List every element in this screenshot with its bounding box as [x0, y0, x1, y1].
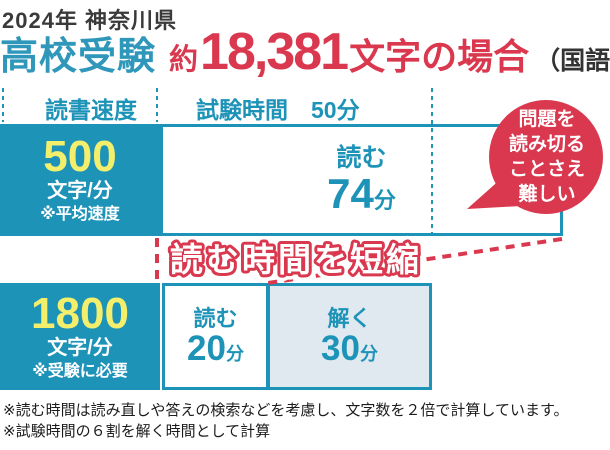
solve-minutes-required: 30 分	[321, 331, 378, 366]
speed-cell-required: 1800 文字/分 ※受験に必要	[0, 283, 160, 390]
footnote-1: ※読む時間は読み直しや答えの検索などを考慮し、文字数を２倍で計算しています。	[3, 402, 569, 419]
required-speed-note: ※受験に必要	[32, 362, 128, 380]
reading-time-bar-average: 読む 74 分	[160, 124, 563, 236]
read-time-box: 読む 20 分	[162, 283, 269, 390]
required-speed-unit: 文字/分	[47, 336, 113, 359]
banner-halo: 読む時間を短縮	[170, 241, 422, 278]
header-exam-time: 試験時間 50分	[196, 97, 360, 123]
required-speed-value: 1800	[31, 288, 129, 338]
read-minutes-value: 74	[327, 169, 374, 217]
solve-minutes-unit: 分	[359, 344, 378, 365]
read-minutes-unit: 分	[373, 187, 396, 213]
solve-label: 解く	[327, 305, 372, 331]
title-char-count: 18,381	[200, 23, 349, 81]
read-label: 読む	[193, 305, 238, 331]
title-case-label: 文字の場合	[349, 36, 530, 77]
solve-minutes-value: 30	[321, 329, 360, 369]
read-minutes-value: 20	[187, 329, 226, 369]
header-speed-column: 読書速度	[45, 97, 137, 123]
read-action-label: 読む	[336, 144, 387, 173]
average-speed-value: 500	[43, 132, 117, 182]
read-minutes-average: 74 分	[327, 169, 396, 217]
title-main: 高校受験 約 18,381 文字の場合 （国語	[0, 22, 610, 82]
average-speed-unit: 文字/分	[47, 180, 113, 203]
title-year-region: 2024年 神奈川県	[2, 8, 178, 33]
callout-dashed-line-diagonal	[267, 237, 563, 285]
read-minutes-required: 20 分	[187, 331, 244, 366]
solve-time-box: 解く 30 分	[267, 283, 432, 390]
footnotes: ※読む時間は読み直しや答えの検索などを考慮し、文字数を２倍で計算しています。 ※…	[3, 400, 568, 442]
title-approx-label: 約	[169, 44, 199, 76]
speed-cell-average: 500 文字/分 ※平均速度	[0, 124, 160, 236]
banner-outline: 読む時間を短縮	[170, 241, 422, 278]
title-exam-type: 高校受験	[0, 36, 157, 78]
banner-shorten-label: 読む時間を短縮	[170, 241, 422, 278]
read-minutes-unit: 分	[225, 344, 244, 365]
average-speed-note: ※平均速度	[40, 206, 120, 224]
title-subject-label: （国語	[535, 47, 610, 75]
footnote-2: ※試験時間の６割を解く時間として計算	[3, 423, 271, 440]
